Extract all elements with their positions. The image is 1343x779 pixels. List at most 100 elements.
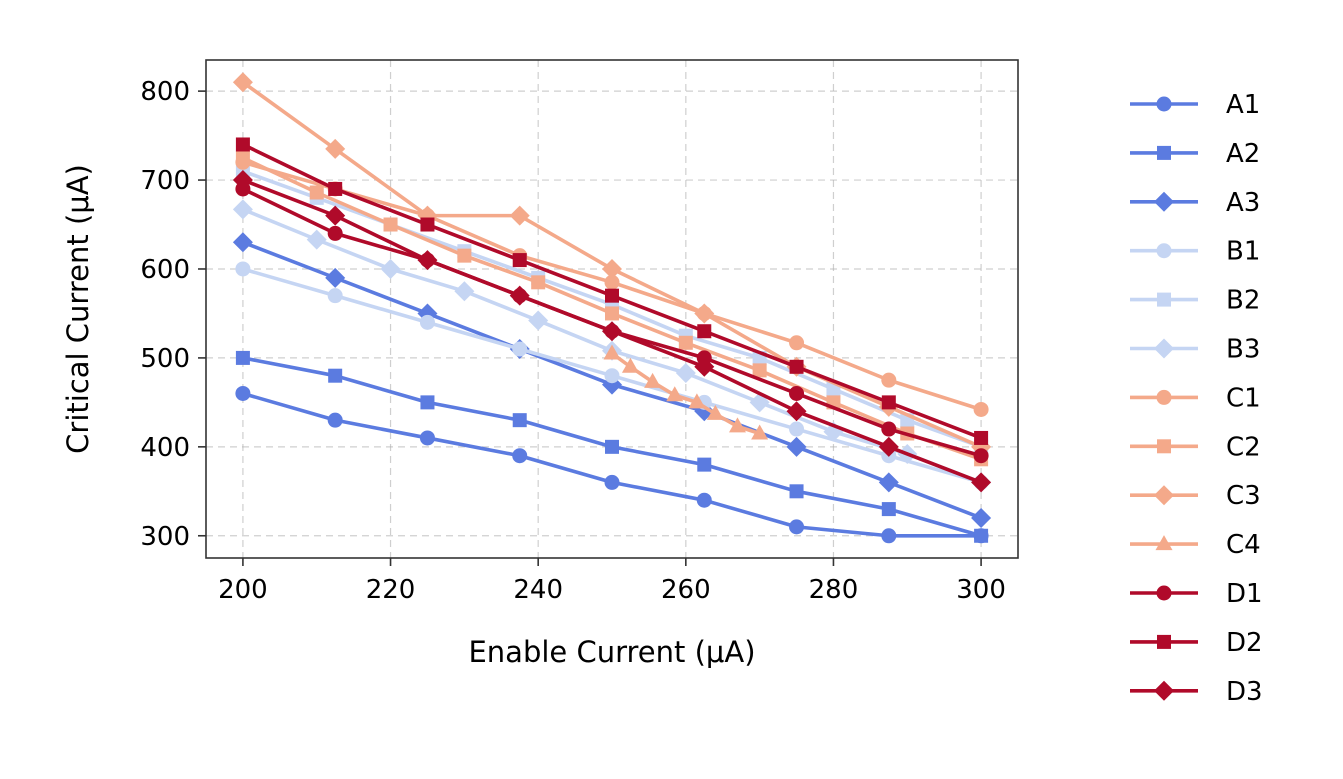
data-point-b1 [604,368,620,384]
data-point-c2 [531,275,546,290]
legend-label: B1 [1226,237,1260,267]
legend-label: C2 [1226,432,1261,462]
legend-item-b1: B1 [1130,237,1260,267]
data-point-c4 [644,372,662,388]
y-tick-label: 800 [140,77,190,107]
data-point-d3 [694,356,715,377]
data-point-b1 [512,341,528,357]
data-point-a3 [971,507,992,528]
data-point-c3 [509,205,530,226]
data-point-d2 [789,359,804,374]
data-point-c4 [728,417,746,433]
data-point-d1 [973,448,989,464]
series-c3 [232,72,992,457]
y-tick-label: 500 [140,344,190,374]
legend-marker [1156,389,1172,405]
legend-item-a2: A2 [1130,139,1260,169]
data-point-a1 [696,492,712,508]
legend-item-b3: B3 [1130,335,1260,365]
legend-label: B3 [1226,335,1260,365]
legend-item-c1: C1 [1130,383,1261,413]
data-point-c1 [604,274,620,290]
data-point-d2 [605,288,619,303]
data-point-b1 [327,288,343,304]
data-point-d1 [327,225,343,241]
x-tick-label: 300 [956,575,1006,605]
data-point-b1 [419,314,435,330]
legend-label: A3 [1226,188,1260,218]
x-axis: 200 220 240 260 280 300 [218,558,1006,605]
legend-item-b2: B2 [1130,286,1260,316]
legend-item-d3: D3 [1130,677,1263,707]
data-point-c2 [235,150,250,165]
y-tick-label: 300 [140,522,190,552]
data-point-a1 [881,528,897,544]
legend-marker [1155,535,1173,551]
legend-label: D1 [1226,579,1263,609]
legend-item-c4: C4 [1130,530,1261,560]
legend-label: A1 [1226,90,1260,120]
legend-marker [1156,243,1172,259]
data-point-a1 [604,474,620,490]
data-point-a2 [512,413,527,428]
legend-item-c3: C3 [1130,481,1261,511]
data-point-a2 [328,368,343,383]
y-axis-label: Critical Current (μA) [61,164,95,454]
legend-marker [1154,338,1174,359]
x-axis-label: Enable Current (μA) [468,635,755,669]
data-point-a2 [420,395,435,410]
data-point-c4 [751,424,769,440]
data-point-c3 [694,303,715,324]
legend-marker [1156,96,1172,112]
data-point-c1 [881,372,897,388]
series-c4 [603,344,769,440]
data-point-b3 [528,310,549,331]
legend-item-d1: D1 [1130,579,1263,609]
legend-label: C4 [1226,530,1261,560]
data-point-a3 [786,436,807,457]
data-point-c4 [706,404,724,420]
data-point-c4 [603,344,621,360]
legend-marker [1154,680,1174,701]
data-point-a2 [235,350,250,365]
x-tick-label: 220 [366,575,416,605]
data-point-c3 [232,72,253,93]
data-point-b3 [380,258,401,279]
data-point-d3 [417,250,438,271]
data-point-c2 [605,306,619,321]
legend-label: D2 [1226,628,1263,658]
data-point-a1 [327,412,343,428]
legend-marker [1157,292,1171,307]
data-point-d3 [602,321,622,342]
data-point-d1 [789,385,805,401]
legend-item-c2: C2 [1130,432,1261,462]
data-point-a3 [325,267,346,288]
x-tick-label: 260 [661,575,711,605]
x-tick-label: 200 [218,575,268,605]
data-point-a1 [512,448,528,464]
y-axis: 300 400 500 600 700 800 [140,77,206,552]
series-d2 [235,137,989,445]
data-point-a1 [789,519,805,535]
data-point-b3 [675,363,696,384]
data-point-a2 [605,439,619,454]
data-point-c2 [457,248,472,263]
data-point-d2 [974,430,989,445]
legend-marker [1156,585,1172,601]
data-point-a1 [235,385,251,401]
legend-label: A2 [1226,139,1260,169]
series-layer [232,72,992,544]
data-point-d3 [878,436,899,457]
data-point-a1 [419,430,435,446]
series-a2 [235,350,989,543]
data-point-c4 [666,386,684,402]
y-tick-label: 600 [140,255,190,285]
data-point-d3 [971,472,992,493]
data-point-c2 [383,217,398,232]
legend-item-d2: D2 [1130,628,1263,658]
x-tick-label: 280 [809,575,859,605]
data-point-b3 [306,229,327,250]
data-point-d2 [328,181,343,196]
legend-marker [1154,485,1174,506]
